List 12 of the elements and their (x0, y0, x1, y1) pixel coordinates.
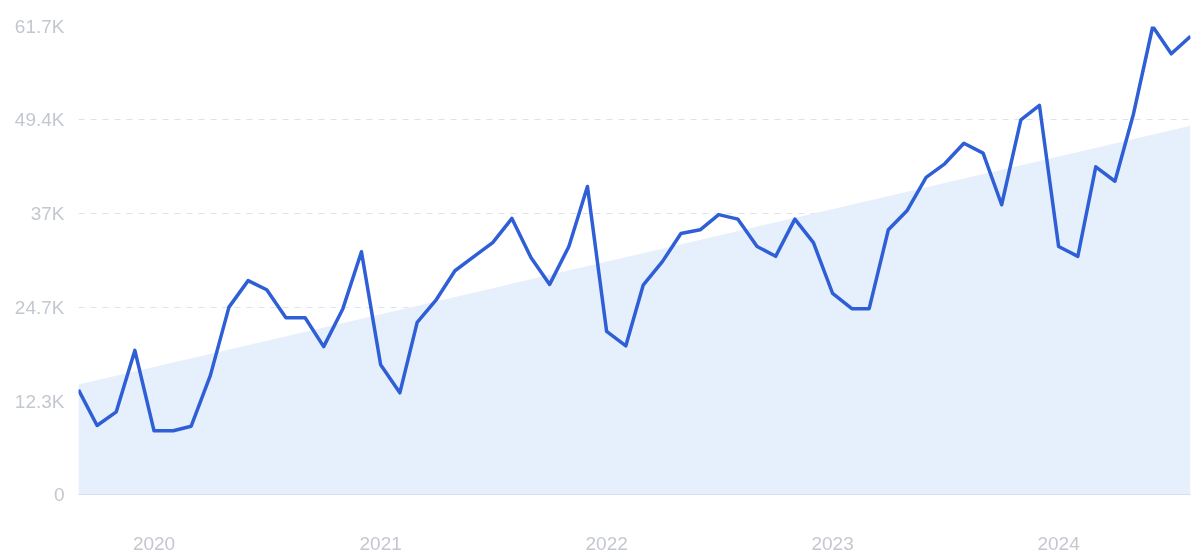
line-series (78, 26, 1191, 433)
y-tick-label: 49.4K (14, 109, 65, 131)
x-tick-label: 2024 (1037, 532, 1081, 554)
x-tick-label: 2023 (811, 532, 854, 554)
x-tick-label: 2021 (359, 532, 402, 554)
y-tick-label: 61.7K (14, 16, 65, 37)
x-tick-label: 2020 (132, 532, 176, 554)
y-tick-label: 12.3K (14, 390, 65, 412)
x-tick-label: 2022 (585, 532, 628, 554)
y-tick-label: 37K (30, 203, 65, 225)
y-tick-label: 24.7K (14, 296, 65, 318)
y-tick-label: 0 (53, 484, 65, 505)
